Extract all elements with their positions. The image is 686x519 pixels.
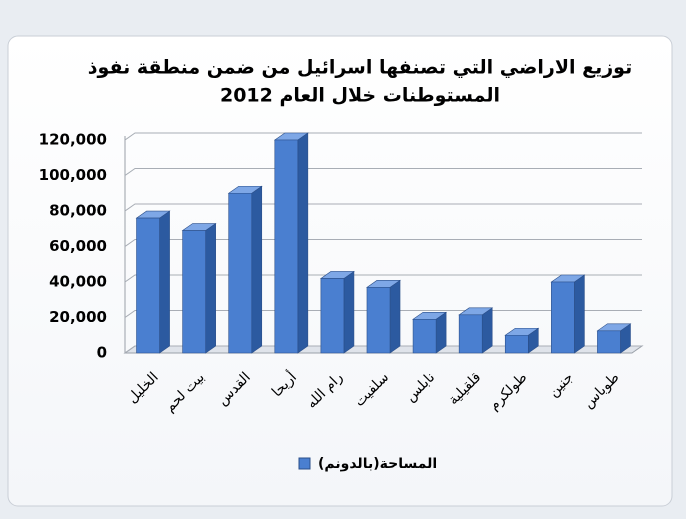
- bar-side: [481, 307, 493, 354]
- bar-front: [458, 314, 483, 354]
- y-tick-label: 120,000: [39, 131, 107, 149]
- grid-line: [124, 274, 642, 283]
- bar-front: [366, 287, 391, 354]
- bar-side: [159, 210, 170, 354]
- bar-front: [274, 139, 299, 354]
- bar: [596, 323, 632, 354]
- bar-front: [412, 318, 437, 354]
- bar-front: [320, 278, 345, 354]
- y-tick-label: 40,000: [49, 273, 107, 291]
- bar: [412, 311, 448, 354]
- bar-front: [504, 334, 529, 354]
- bar-side: [343, 270, 355, 354]
- bar: [273, 132, 309, 354]
- bar-front: [182, 230, 206, 354]
- grid-line: [124, 203, 642, 212]
- chart-panel: [7, 35, 673, 507]
- bar: [181, 222, 217, 354]
- grid-line: [124, 239, 642, 247]
- bar-side: [389, 279, 401, 354]
- chart-title: توزيع الاراضي التي تصنفها اسرائيل من ضمن…: [88, 57, 632, 79]
- y-tick-label: 100,000: [39, 166, 107, 184]
- bar-front: [228, 192, 253, 354]
- bar: [550, 274, 586, 354]
- bar: [135, 210, 171, 354]
- y-tick-label: 80,000: [49, 202, 107, 220]
- y-tick-label: 0: [97, 344, 107, 362]
- bar: [504, 327, 540, 354]
- legend-label: (بالدونم)المساحة: [318, 456, 437, 472]
- grid-line: [124, 168, 642, 176]
- y-tick-label: 20,000: [49, 308, 107, 326]
- bar: [458, 307, 494, 354]
- legend-swatch: [298, 457, 311, 470]
- bar-side: [574, 274, 585, 354]
- bar-front: [136, 217, 160, 354]
- bar: [366, 279, 401, 354]
- bar-side: [205, 222, 216, 354]
- bar-side: [297, 132, 309, 354]
- chart-title: المستوطنات خلال العام 2012: [220, 85, 500, 107]
- bar-front: [551, 281, 575, 354]
- bar: [227, 185, 263, 354]
- bar: [319, 270, 355, 354]
- bar-side: [251, 185, 263, 354]
- bar-front: [597, 330, 621, 354]
- grid-line: [124, 132, 642, 141]
- y-tick-label: 60,000: [49, 237, 107, 255]
